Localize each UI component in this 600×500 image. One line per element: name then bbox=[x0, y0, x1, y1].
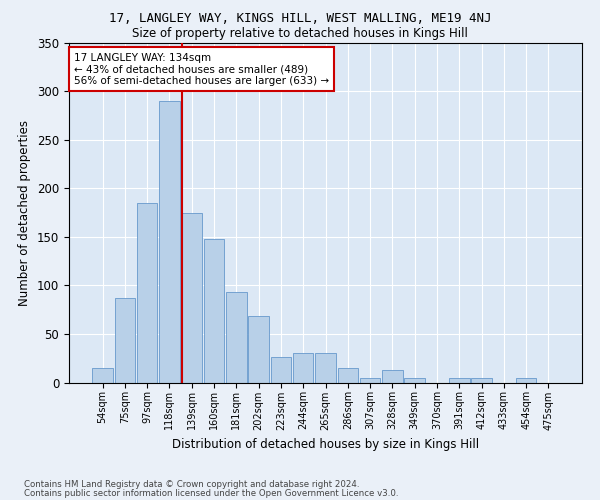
Text: 17 LANGLEY WAY: 134sqm
← 43% of detached houses are smaller (489)
56% of semi-de: 17 LANGLEY WAY: 134sqm ← 43% of detached… bbox=[74, 52, 329, 86]
Bar bbox=[271, 357, 291, 382]
Bar bbox=[315, 354, 336, 382]
Bar bbox=[449, 378, 470, 382]
Y-axis label: Number of detached properties: Number of detached properties bbox=[19, 120, 31, 306]
Bar bbox=[382, 370, 403, 382]
Bar bbox=[204, 238, 224, 382]
Bar bbox=[115, 298, 135, 382]
Bar bbox=[516, 378, 536, 382]
Bar bbox=[226, 292, 247, 382]
Bar bbox=[338, 368, 358, 382]
Bar bbox=[404, 378, 425, 382]
Text: Contains HM Land Registry data © Crown copyright and database right 2024.: Contains HM Land Registry data © Crown c… bbox=[24, 480, 359, 489]
Bar bbox=[181, 212, 202, 382]
Bar bbox=[159, 101, 180, 382]
Bar bbox=[360, 378, 380, 382]
Bar bbox=[92, 368, 113, 382]
Text: 17, LANGLEY WAY, KINGS HILL, WEST MALLING, ME19 4NJ: 17, LANGLEY WAY, KINGS HILL, WEST MALLIN… bbox=[109, 12, 491, 26]
Text: Size of property relative to detached houses in Kings Hill: Size of property relative to detached ho… bbox=[132, 28, 468, 40]
Bar bbox=[471, 378, 492, 382]
Bar bbox=[293, 354, 313, 382]
Bar bbox=[248, 316, 269, 382]
Bar bbox=[137, 203, 157, 382]
X-axis label: Distribution of detached houses by size in Kings Hill: Distribution of detached houses by size … bbox=[172, 438, 479, 451]
Text: Contains public sector information licensed under the Open Government Licence v3: Contains public sector information licen… bbox=[24, 488, 398, 498]
